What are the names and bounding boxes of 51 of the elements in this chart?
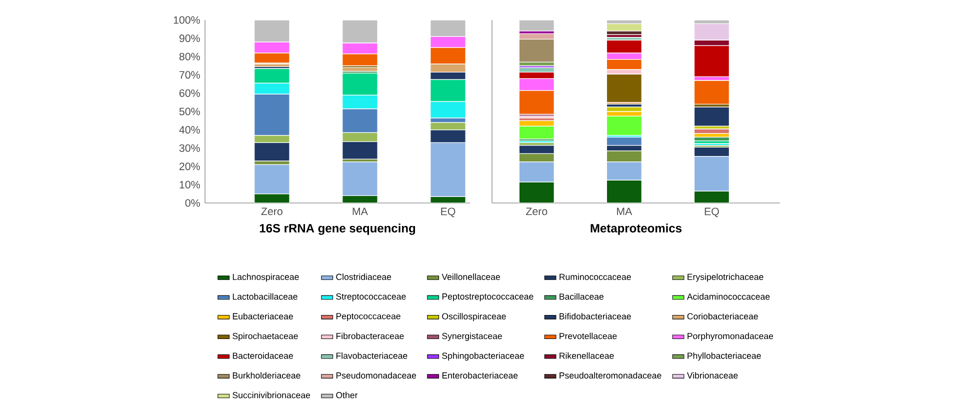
- legend-label: Pseudoalteromonadaceae: [560, 372, 662, 379]
- y-tick-label: 80%: [179, 52, 200, 60]
- x-tick-label: Zero: [261, 208, 282, 216]
- legend-label: Prevotellaceae: [560, 332, 617, 340]
- legend-label: Oscillospiraceae: [442, 312, 506, 322]
- y-tick-label: 90%: [179, 34, 200, 42]
- y-tick-label: 30%: [179, 144, 200, 152]
- legend-label: Enterobacteriaceae: [442, 372, 518, 379]
- legend-label: Veillonellaceae: [442, 274, 500, 280]
- legend-label: Erysipelotrichaceae: [688, 274, 764, 282]
- legend-label: Rikenellaceae: [560, 352, 614, 359]
- legend-label: Other: [336, 392, 358, 398]
- x-tick-label: EQ: [441, 208, 456, 218]
- y-tick-label: 10%: [180, 180, 200, 188]
- legend-label: Peptococcaceae: [336, 313, 400, 322]
- legend-label: Bacillaceae: [560, 293, 604, 300]
- legend-label: Pseudomonadaceae: [336, 372, 416, 379]
- legend-label: Coriobacteriaceae: [687, 312, 758, 320]
- legend-label: Eubacteriaceae: [232, 312, 293, 320]
- y-tick-label: 60%: [179, 89, 200, 97]
- legend-label: Peptostreptococcaceae: [442, 293, 534, 302]
- legend-label: Phyllobacteriaceae: [688, 352, 761, 361]
- y-tick-label: 40%: [179, 126, 200, 134]
- legend-label: Porphyromonadaceae: [688, 332, 774, 341]
- y-tick-label: 20%: [179, 162, 200, 170]
- x-axis-title: Metaproteomics: [590, 224, 682, 235]
- legend-label: Lactobacillaceae: [232, 293, 298, 300]
- legend-label: Bifidobacteriaceae: [560, 312, 631, 320]
- legend-label: Clostridiaceae: [336, 274, 392, 280]
- legend-label: Sphingobacteriaceae: [442, 352, 524, 361]
- legend-label: Ruminococcaceae: [560, 274, 631, 280]
- legend-label: Fibrobacteraceae: [336, 332, 404, 340]
- legend-label: Spirochaetaceae: [232, 332, 298, 341]
- legend-label: Succinivibrionaceae: [232, 392, 310, 398]
- x-tick-label: Zero: [526, 208, 548, 216]
- y-tick-label: 100%: [174, 16, 200, 24]
- y-tick-label: 50%: [179, 108, 200, 116]
- legend-label: Burkholderiaceae: [232, 372, 300, 379]
- legend-label: Bacteroidaceae: [232, 352, 293, 359]
- legend-label: Streptococcaceae: [336, 293, 406, 302]
- legend-label: Vibrionaceae: [686, 372, 738, 379]
- x-tick-label: MA: [617, 208, 632, 216]
- legend-label: Acidaminococcaceae: [686, 293, 770, 300]
- y-tick-label: 70%: [179, 71, 200, 79]
- legend-label: Synergistaceae: [442, 332, 502, 341]
- x-axis-title: 16S rRNA gene sequencing: [260, 224, 416, 235]
- legend-label: Lachnospiraceae: [232, 274, 299, 282]
- x-tick-label: MA: [352, 208, 368, 216]
- y-tick-label: 0%: [185, 199, 200, 207]
- x-tick-label: EQ: [704, 208, 719, 218]
- legend-label: Flavobacteriaceae: [336, 352, 408, 359]
